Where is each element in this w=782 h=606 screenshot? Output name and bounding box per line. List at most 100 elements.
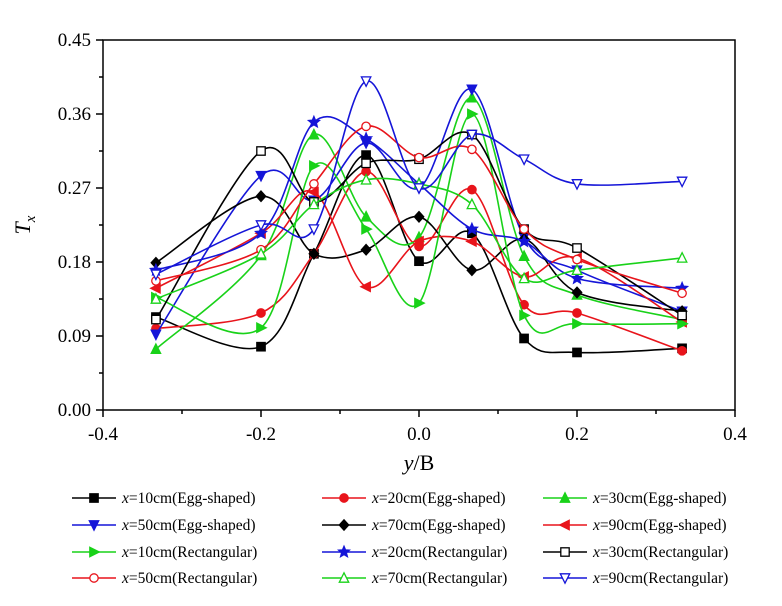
legend-label-rest: =90cm(Rectangular): [600, 570, 728, 587]
legend-label: x=30cm(Egg-shaped): [592, 490, 727, 507]
data-point: [677, 345, 687, 356]
data-point: [149, 282, 161, 295]
legend-label: x=10cm(Rectangular): [121, 544, 257, 561]
data-point: [358, 131, 374, 145]
data-point: [360, 173, 372, 185]
legend-item: x=50cm(Rectangular): [72, 570, 257, 587]
x-tick-label: 0.4: [723, 424, 747, 445]
data-point: [255, 220, 267, 232]
legend-label-rest: =20cm(Egg-shaped): [379, 490, 506, 507]
legend-label-var: x: [121, 544, 129, 561]
legend-label-var: x: [371, 544, 379, 561]
data-point: [572, 317, 584, 330]
data-point: [338, 571, 350, 583]
data-point: [571, 179, 583, 191]
data-point: [360, 210, 372, 222]
plot-frame: [102, 39, 736, 411]
data-point: [361, 158, 371, 169]
legend-label-var: x: [371, 570, 379, 587]
data-point: [256, 322, 268, 334]
legend-label: x=50cm(Egg-shaped): [121, 517, 256, 534]
legend-label: x=90cm(Rectangular): [592, 570, 728, 587]
legend-label-var: x: [121, 490, 129, 507]
data-point: [308, 197, 320, 210]
data-point: [677, 288, 687, 299]
y-tick-label: 0.00: [58, 400, 91, 421]
data-point: [466, 84, 478, 96]
data-point: [466, 264, 478, 277]
legend-label-rest: =30cm(Egg-shaped): [600, 490, 727, 507]
data-point: [676, 251, 688, 263]
data-point: [676, 176, 688, 189]
series-layer: [148, 76, 690, 358]
data-point: [361, 150, 371, 160]
legend-label-var: x: [121, 517, 129, 534]
data-point: [466, 197, 478, 210]
legend-label-var: x: [371, 490, 379, 507]
legend-label-rest: =30cm(Rectangular): [600, 544, 728, 561]
data-point: [308, 224, 320, 236]
data-point: [414, 152, 424, 163]
x-axis-title-var: y: [402, 450, 414, 475]
data-point: [150, 292, 162, 304]
data-point: [677, 310, 687, 321]
data-point: [150, 329, 162, 342]
data-point: [572, 254, 582, 265]
y-tick-label: 0.36: [58, 104, 91, 125]
legend-label-var: x: [592, 517, 600, 534]
data-point: [256, 146, 266, 156]
data-point: [360, 76, 372, 88]
legend-label: x=70cm(Egg-shaped): [371, 517, 506, 534]
legend-label-rest: =20cm(Rectangular): [379, 544, 507, 561]
legend-label-rest: =10cm(Rectangular): [129, 544, 257, 561]
data-point: [518, 154, 530, 166]
data-point: [89, 546, 101, 558]
data-point: [253, 225, 269, 240]
legend-label-rest: =10cm(Egg-shaped): [129, 490, 256, 507]
data-point: [414, 256, 424, 267]
data-point: [414, 297, 426, 309]
legend-label-var: x: [592, 490, 600, 507]
legend-item: x=30cm(Egg-shaped): [543, 490, 727, 507]
legend-item: x=20cm(Egg-shaped): [322, 490, 506, 507]
data-point: [413, 183, 425, 195]
data-point: [559, 491, 571, 503]
data-point: [467, 184, 477, 195]
data-point: [256, 308, 266, 318]
x-tick-label: -0.4: [88, 424, 119, 445]
data-point: [572, 308, 582, 318]
legend-label-var: x: [592, 570, 600, 587]
data-point: [336, 544, 352, 558]
data-point: [467, 108, 479, 120]
data-point: [360, 243, 372, 256]
data-point: [309, 160, 321, 172]
series-12: [150, 76, 688, 281]
legend-item: x=30cm(Rectangular): [543, 544, 728, 561]
data-point: [467, 144, 477, 155]
data-point: [466, 129, 478, 142]
series-5: [150, 190, 688, 318]
legend-label: x=70cm(Rectangular): [371, 570, 507, 587]
data-point: [89, 493, 99, 503]
legend-label-rest: =50cm(Egg-shaped): [129, 517, 256, 534]
legend-label-var: x: [121, 570, 129, 587]
series-line: [155, 125, 683, 294]
data-point: [572, 243, 582, 253]
legend-label: x=30cm(Rectangular): [592, 544, 728, 561]
y-axis-title-sub: x: [23, 215, 39, 223]
data-point: [308, 247, 320, 260]
data-point: [519, 309, 531, 322]
series-10: [151, 121, 687, 299]
data-point: [518, 271, 530, 284]
legend-item: x=70cm(Egg-shaped): [322, 517, 506, 534]
data-point: [150, 269, 162, 281]
x-tick-label: -0.2: [246, 424, 276, 445]
data-point: [256, 341, 266, 352]
data-point: [339, 493, 349, 503]
data-point: [519, 333, 529, 344]
legend-label: x=20cm(Egg-shaped): [371, 490, 506, 507]
y-tick-label: 0.27: [58, 178, 91, 199]
data-point: [150, 342, 162, 355]
data-point: [559, 573, 571, 585]
data-point: [465, 235, 477, 248]
